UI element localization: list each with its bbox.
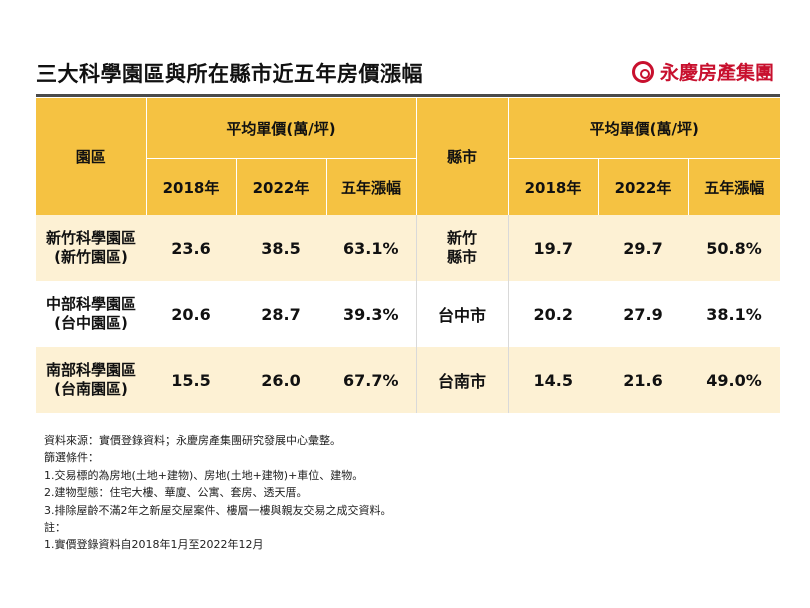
city-name: 新竹 縣市 [415,215,508,281]
note-filter-2: 2.建物型態：住宅大樓、華廈、公寓、套房、透天厝。 [44,486,308,500]
city-growth: 38.1% [688,281,781,347]
note-filter-1: 1.交易標的為房地(土地+建物)、房地(土地+建物)+車位、建物。 [44,468,364,482]
city-growth: 49.0% [688,347,781,413]
price-table: 園區 平均單價(萬/坪) 縣市 平均單價(萬/坪) 2018年 2022年 五年… [36,98,781,413]
park-growth: 67.7% [326,347,416,413]
note-remark-1: 1.實價登錄資料自2018年1月至2022年12月 [44,538,264,552]
note-remark-heading: 註： [44,521,66,535]
park-price-2022: 26.0 [236,347,326,413]
note-filter-heading: 篩選條件： [44,451,99,465]
park-growth: 63.1% [326,215,416,281]
sub-header-2018: 2018年 [145,158,236,215]
park-header: 園區 [75,148,106,166]
city-growth: 50.8% [688,215,781,281]
note-source: 資料來源：實價登錄資料；永慶房產集團研究發展中心彙整。 [44,434,341,447]
city-price-2018: 19.7 [507,215,598,281]
city-name: 台中市 [415,281,508,347]
city-header: 縣市 [415,98,508,215]
park-price-2018: 15.5 [146,347,236,413]
park-price-2018: 23.6 [146,215,236,281]
park-price-2018: 20.6 [146,281,236,347]
note-filter-3: 3.排除屋齡不滿2年之新屋交屋案件、樓層一樓與親友交易之成交資料。 [44,503,392,517]
park-price-2022: 28.7 [236,281,326,347]
sub-header-growth: 五年漲幅 [325,158,416,215]
brand-name: 永慶房產集團 [659,62,774,84]
park-name: 中部科學園區 (台中園區) [36,281,146,347]
table-row: 新竹科學園區 (新竹園區) 23.6 38.5 63.1% 新竹 縣市 19.7 2… [36,215,781,281]
city-price-2022: 27.9 [598,281,688,347]
sub-header-2022: 2022年 [235,158,326,215]
group-header-right: 平均單價(萬/坪) [507,98,781,159]
city-price-2018: 14.5 [507,347,598,413]
brand-circle-icon [631,60,654,83]
sub-header-growth: 五年漲幅 [687,158,781,215]
city-price-2022: 29.7 [598,215,688,281]
title-underline [36,94,780,97]
group-header-left: 平均單價(萬/坪) [145,98,416,159]
table-row: 中部科學園區 (台中園區) 20.6 28.7 39.3% 台中市 20.2 27… [36,281,781,347]
city-price-2018: 20.2 [507,281,598,347]
page-title: 三大科學園區與所在縣市近五年房價漲幅 [36,62,423,86]
city-price-2022: 21.6 [598,347,688,413]
park-price-2022: 38.5 [236,215,326,281]
brand-logo: 永慶房產集團 [631,58,774,85]
park-growth: 39.3% [326,281,416,347]
city-name: 台南市 [415,347,508,413]
park-name: 新竹科學園區 (新竹園區) [36,215,146,281]
footnotes: 資料來源：實價登錄資料；永慶房產集團研究發展中心彙整。 篩選條件： 1.交易標的… [44,432,392,554]
park-name: 南部科學園區 (台南園區) [36,347,146,413]
sub-header-2018: 2018年 [507,158,598,215]
table-row: 南部科學園區 (台南園區) 15.5 26.0 67.7% 台南市 14.5 21… [36,347,781,413]
sub-header-2022: 2022年 [597,158,688,215]
